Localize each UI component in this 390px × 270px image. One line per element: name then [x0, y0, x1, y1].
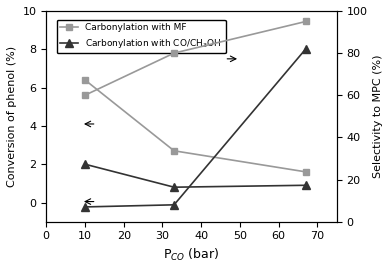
X-axis label: P$_{CO}$ (bar): P$_{CO}$ (bar) — [163, 247, 220, 263]
Y-axis label: Selectivity to MPC (%): Selectivity to MPC (%) — [373, 55, 383, 178]
Legend: Carbonylation with MF, Carbonylation with CO/CH$_3$OH: Carbonylation with MF, Carbonylation wit… — [57, 20, 225, 53]
Y-axis label: Conversion of phenol (%): Conversion of phenol (%) — [7, 46, 17, 187]
